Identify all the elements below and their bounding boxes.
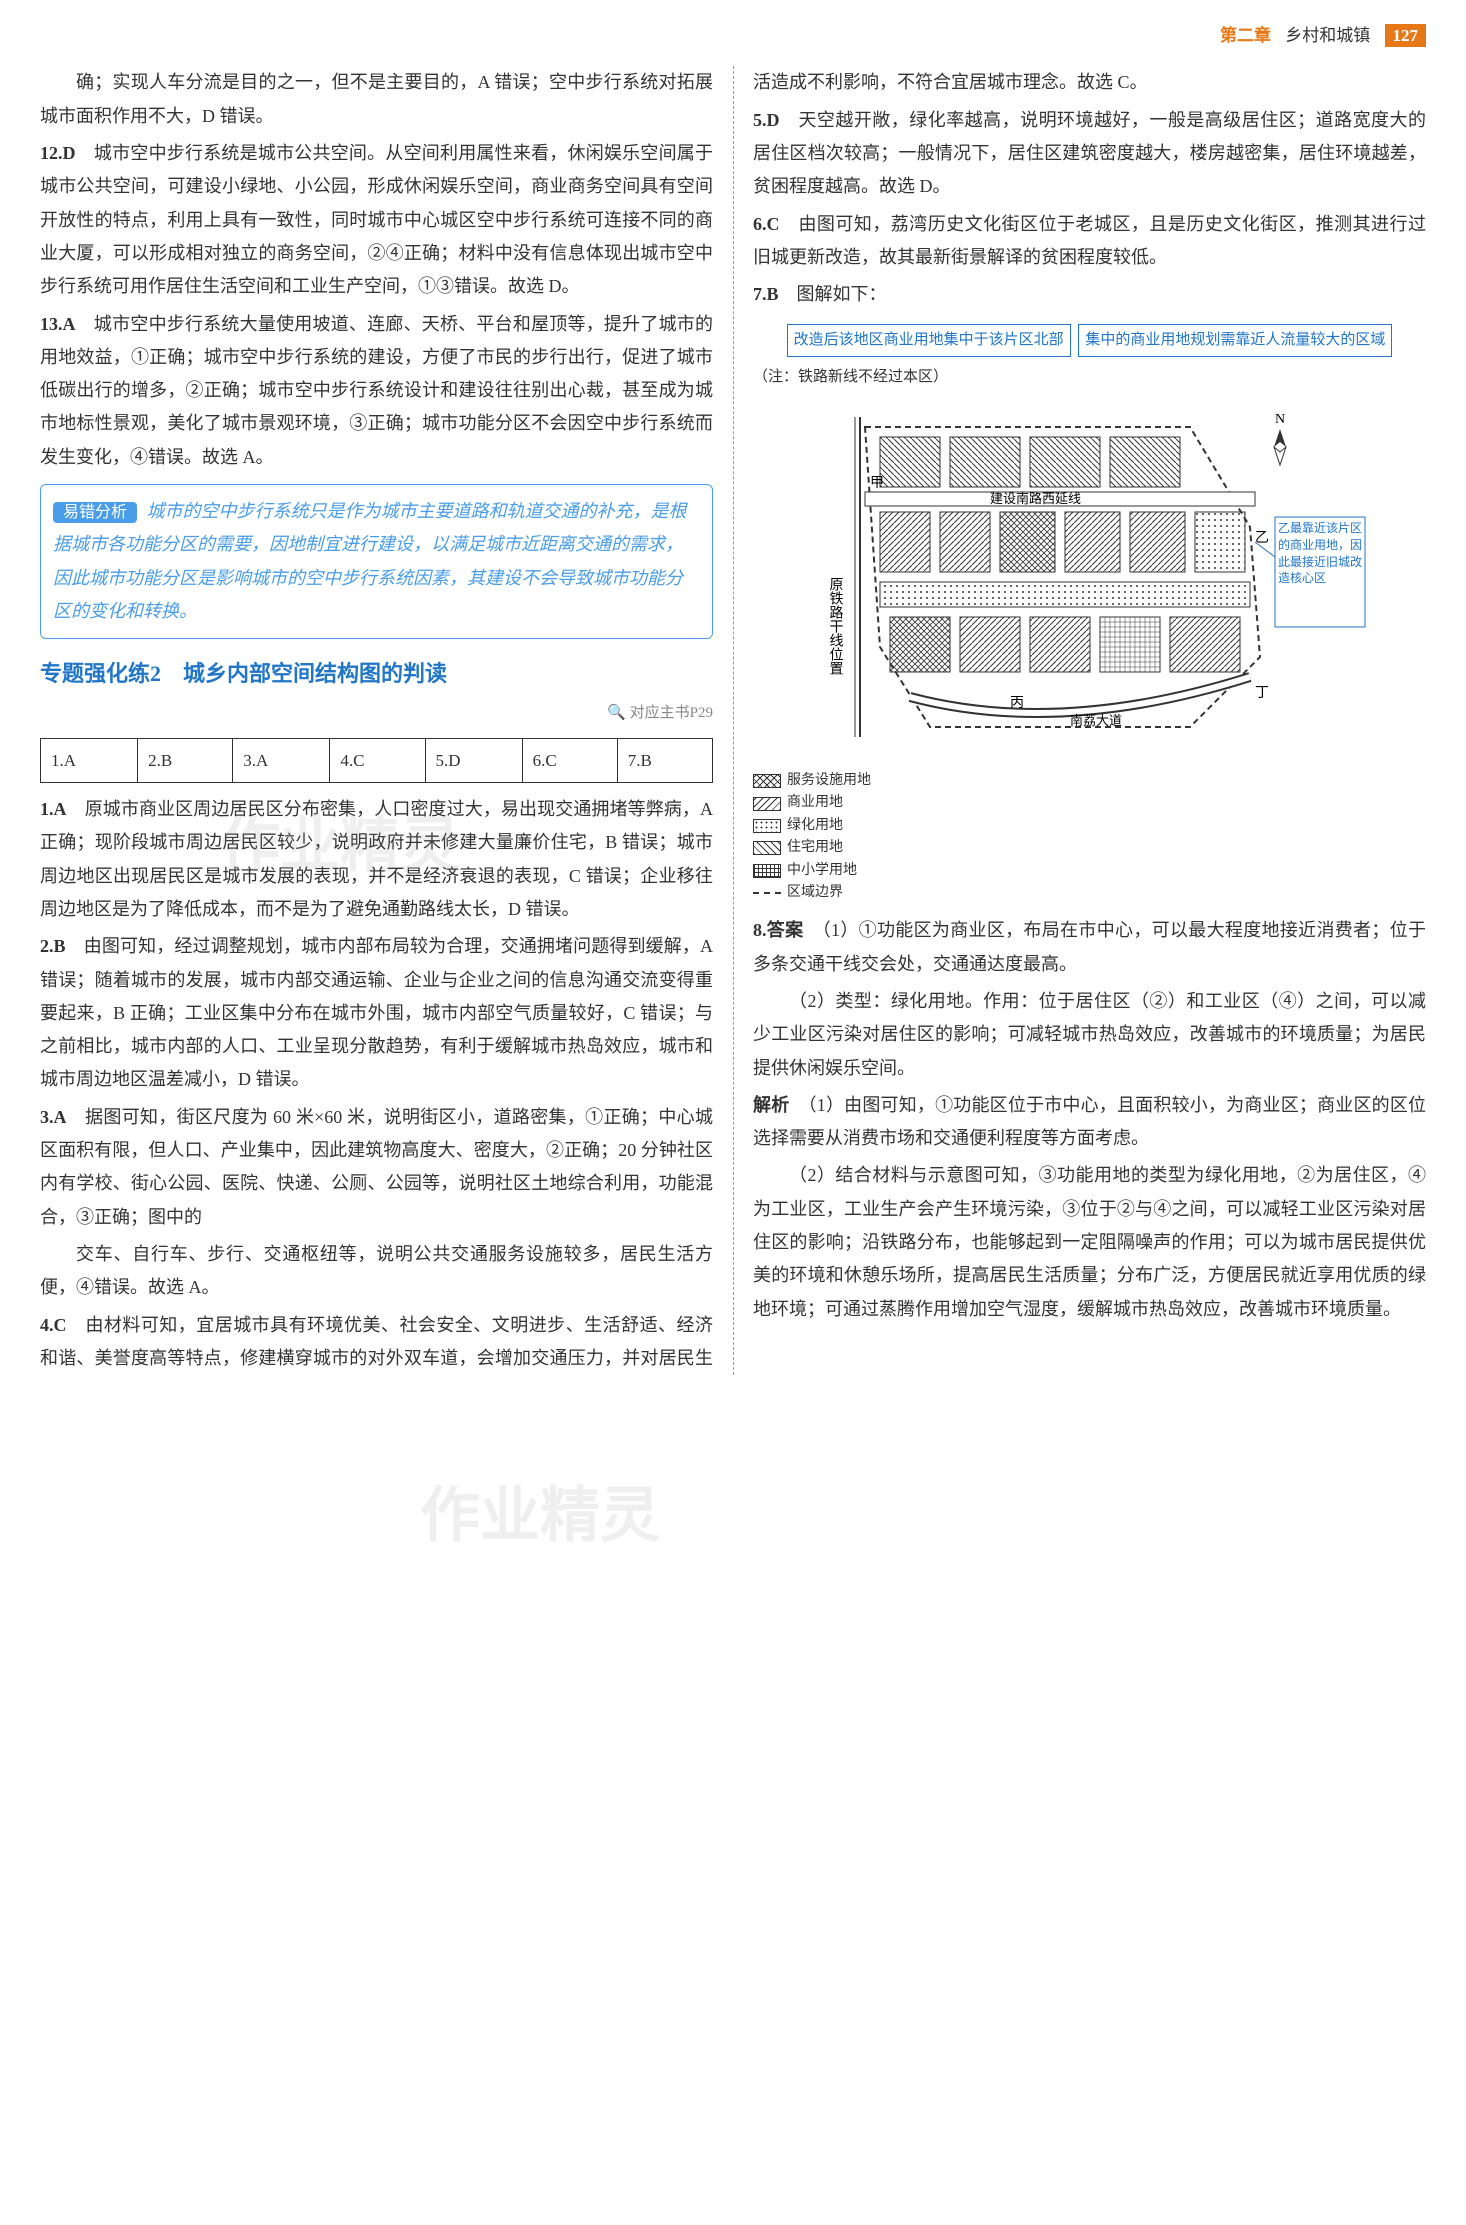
exp-text: （1）由图可知，①功能区位于市中心，且面积较小，为商业区；商业区的区位选择需要从… xyxy=(753,1095,1426,1148)
table-cell: 3.A xyxy=(233,738,330,782)
q-answer: B xyxy=(54,936,66,956)
analysis-tag: 易错分析 xyxy=(53,502,137,523)
q-text: 据图可知，街区尺度为 60 米×60 米，说明街区小，道路密集，①正确；中心城区… xyxy=(40,1107,713,1227)
q-text: 由图可知，荔湾历史文化街区位于老城区，且是历史文化街区，推测其进行过旧城更新改造… xyxy=(753,214,1426,267)
legend-label: 区域边界 xyxy=(787,882,843,904)
annotation-2: 集中的商业用地规划需靠近人流量较大的区域 xyxy=(1078,324,1392,358)
legend-label: 住宅用地 xyxy=(787,837,843,859)
q-num: 4. xyxy=(40,1315,54,1335)
map-diagram: N 原铁路干线位置 甲 建设南路西延线 乙 丙 丁 南荔大道 乙最靠近该片区的商… xyxy=(810,397,1370,757)
q-answer: C xyxy=(767,214,780,234)
question-13: 13.A 城市空中步行系统大量使用坡道、连廊、天桥、平台和屋顶等，提升了城市的用… xyxy=(40,308,713,474)
table-cell: 4.C xyxy=(330,738,425,782)
q-num: 3. xyxy=(40,1107,54,1127)
q-num: 13. xyxy=(40,314,63,334)
road-label: 建设南路西延线 xyxy=(990,491,1081,506)
question-8: 8.答案 （1）①功能区为商业区，布局在市中心，可以最大程度地接近消费者；位于多… xyxy=(753,914,1426,981)
q-num: 8. xyxy=(753,920,767,940)
question-3: 3.A 据图可知，街区尺度为 60 米×60 米，说明街区小，道路密集，①正确；… xyxy=(40,1101,713,1234)
q-num: 6. xyxy=(753,214,767,234)
question-2: 2.B 由图可知，经过调整规划，城市内部布局较为合理，交通拥堵问题得到缓解，A … xyxy=(40,930,713,1096)
legend-label: 绿化用地 xyxy=(787,815,843,837)
q-answer: C xyxy=(54,1315,67,1335)
diagram: 改造后该地区商业用地集中于该片区北部 集中的商业用地规划需靠近人流量较大的区域 … xyxy=(753,322,1426,905)
question-12: 12.D 城市空中步行系统是城市公共空间。从空间利用属性来看，休闲娱乐空间属于城… xyxy=(40,137,713,303)
page-header: 第二章 乡村和城镇 127 xyxy=(40,20,1426,51)
label-ding: 丁 xyxy=(1255,686,1269,701)
explain-label: 解析 xyxy=(753,1095,789,1115)
paragraph: 确；实现人车分流是目的之一，但不是主要目的，A 错误；空中步行系统对拓展城市面积… xyxy=(40,66,713,133)
compass-n: N xyxy=(1274,412,1284,427)
explanation: 解析 （1）由图可知，①功能区位于市中心，且面积较小，为商业区；商业区的区位选择… xyxy=(753,1089,1426,1156)
label-bing: 丙 xyxy=(1010,696,1024,711)
explanation-part: （2）结合材料与示意图可知，③功能用地的类型为绿化用地，②为居住区，④为工业区，… xyxy=(753,1159,1426,1325)
section-title: 专题强化练2 城乡内部空间结构图的判读 xyxy=(40,654,713,695)
content-columns: 确；实现人车分流是目的之一，但不是主要目的，A 错误；空中步行系统对拓展城市面积… xyxy=(40,66,1426,1375)
right-annotation: 乙最靠近该片区的商业用地，因此最接近旧城改造核心区 xyxy=(1278,520,1362,587)
analysis-text: 城市的空中步行系统只是作为城市主要道路和轨道交通的补充，是根据城市各功能分区的需… xyxy=(53,501,687,621)
table-cell: 5.D xyxy=(425,738,522,782)
answer-part: （2）类型：绿化用地。作用：位于居住区（②）和工业区（④）之间，可以减少工业区污… xyxy=(753,985,1426,1085)
q-answer: D xyxy=(767,110,780,130)
question-7: 7.B 图解如下： xyxy=(753,278,1426,311)
q-answer: A xyxy=(54,1107,67,1127)
rail-label: 原铁路干线位置 xyxy=(827,577,843,675)
page-number: 127 xyxy=(1385,24,1427,47)
q-text: 由图可知，经过调整规划，城市内部布局较为合理，交通拥堵问题得到缓解，A 错误；随… xyxy=(40,936,713,1089)
annotation-1: 改造后该地区商业用地集中于该片区北部 xyxy=(787,324,1071,358)
q-text: 原城市商业区周边居民区分布密集，人口密度过大，易出现交通拥堵等弊病，A 正确；现… xyxy=(40,799,713,919)
table-cell: 6.C xyxy=(522,738,617,782)
q-num: 2. xyxy=(40,936,54,956)
q-num: 7. xyxy=(753,284,767,304)
label-jia: 甲 xyxy=(870,476,884,491)
q-answer: D xyxy=(63,143,76,163)
q-answer: A xyxy=(54,799,67,819)
q-text: 图解如下： xyxy=(779,284,887,304)
southroad-label: 南荔大道 xyxy=(1070,713,1122,728)
q-answer: B xyxy=(767,284,779,304)
q-num: 5. xyxy=(753,110,767,130)
legend-label: 商业用地 xyxy=(787,792,843,814)
q-num: 1. xyxy=(40,799,54,819)
chapter-title: 乡村和城镇 xyxy=(1285,26,1370,45)
paragraph: 交车、自行车、步行、交通枢纽等，说明公共交通服务设施较多，居民生活方便，④错误。… xyxy=(40,1238,713,1305)
diagram-note: （注：铁路新线不经过本区） xyxy=(753,364,1426,392)
answer-table: 1.A 2.B 3.A 4.C 5.D 6.C 7.B xyxy=(40,738,713,783)
question-6: 6.C 由图可知，荔湾历史文化街区位于老城区，且是历史文化街区，推测其进行过旧城… xyxy=(753,208,1426,275)
answer-label: 答案 xyxy=(767,920,804,940)
q-num: 12. xyxy=(40,143,63,163)
q-text: 城市空中步行系统大量使用坡道、连廊、天桥、平台和屋顶等，提升了城市的用地效益，①… xyxy=(40,314,713,467)
question-1: 1.A 原城市商业区周边居民区分布密集，人口密度过大，易出现交通拥堵等弊病，A … xyxy=(40,793,713,926)
diagram-top-annotations: 改造后该地区商业用地集中于该片区北部 集中的商业用地规划需靠近人流量较大的区域 xyxy=(753,322,1426,360)
q-text: 天空越开敞，绿化率越高，说明环境越好，一般是高级居住区；道路宽度大的居住区档次较… xyxy=(753,110,1426,197)
table-cell: 7.B xyxy=(617,738,712,782)
legend-label: 服务设施用地 xyxy=(787,770,871,792)
table-row: 1.A 2.B 3.A 4.C 5.D 6.C 7.B xyxy=(41,738,713,782)
watermark: 作业精灵 xyxy=(420,1460,660,1571)
section-ref: 对应主书P29 xyxy=(40,700,713,728)
q-text: 城市空中步行系统是城市公共空间。从空间利用属性来看，休闲娱乐空间属于城市公共空间… xyxy=(40,143,713,296)
legend-label: 中小学用地 xyxy=(787,860,857,882)
table-cell: 1.A xyxy=(41,738,138,782)
analysis-box: 易错分析 城市的空中步行系统只是作为城市主要道路和轨道交通的补充，是根据城市各功… xyxy=(40,484,713,639)
q-text: （1）①功能区为商业区，布局在市中心，可以最大程度地接近消费者；位于多条交通干线… xyxy=(753,920,1426,973)
table-cell: 2.B xyxy=(138,738,233,782)
legend: 服务设施用地 商业用地 绿化用地 住宅用地 中小学用地 区域边界 xyxy=(753,770,871,904)
question-5: 5.D 天空越开敞，绿化率越高，说明环境越好，一般是高级居住区；道路宽度大的居住… xyxy=(753,104,1426,204)
chapter-label: 第二章 xyxy=(1220,26,1271,45)
q-answer: A xyxy=(63,314,76,334)
